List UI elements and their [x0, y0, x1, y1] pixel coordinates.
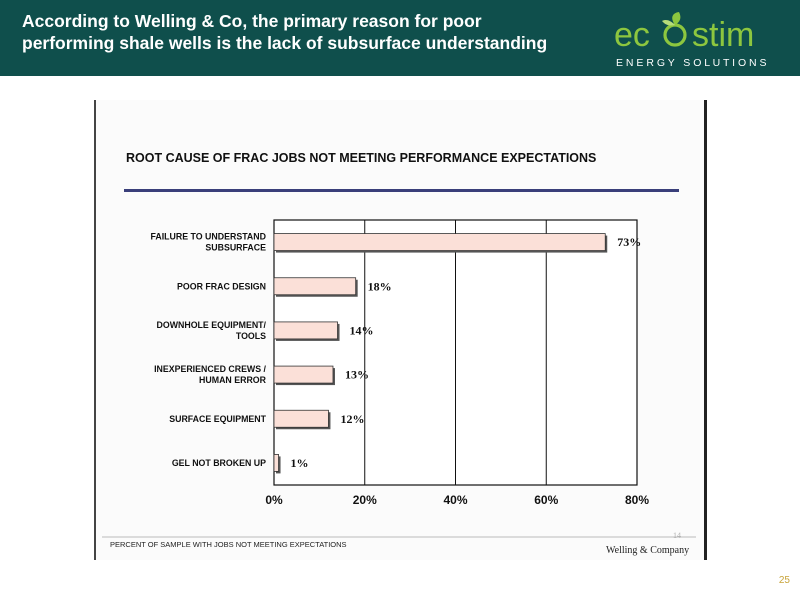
ecostim-logo: ec stim E N E R G Y S O L U T I O N S	[614, 12, 767, 69]
x-tick-label: 20%	[353, 493, 377, 507]
logo-wordmark-left: ec	[614, 16, 650, 54]
slide-number: 25	[778, 575, 790, 586]
data-label: 18%	[368, 279, 392, 293]
bar-chart: ROOT CAUSE OF FRAC JOBS NOT MEETING PERF…	[102, 151, 696, 556]
x-tick-label: 40%	[443, 493, 467, 507]
category-label-line: DOWNHOLE EQUIPMENT/	[157, 320, 267, 330]
x-axis-label: PERCENT OF SAMPLE WITH JOBS NOT MEETING …	[110, 540, 347, 549]
title-underline	[124, 189, 679, 192]
slide-title-line-1: According to Welling & Co, the primary r…	[22, 11, 482, 31]
slide-title-line-2: performing shale wells is the lack of su…	[22, 33, 548, 53]
data-label: 73%	[617, 235, 641, 249]
category-label: SURFACE EQUIPMENT	[169, 414, 266, 424]
bar	[273, 454, 279, 472]
bar	[273, 409, 329, 428]
data-label: 14%	[350, 323, 374, 337]
bar	[273, 277, 357, 296]
bar	[273, 365, 334, 384]
logo-tagline: E N E R G Y S O L U T I O N S	[616, 57, 767, 69]
x-tick-label: 80%	[625, 493, 649, 507]
category-label: INEXPERIENCED CREWS / HUMAN ERROR	[154, 364, 267, 385]
category-label: FAILURE TO UNDERSTAND SUBSURFACE	[150, 232, 266, 253]
chart-frame: ROOT CAUSE OF FRAC JOBS NOT MEETING PERF…	[94, 100, 707, 560]
x-tick-label: 60%	[534, 493, 558, 507]
bar	[273, 233, 606, 251]
category-label-line: GEL NOT BROKEN UP	[172, 458, 266, 468]
slide-header: According to Welling & Co, the primary r…	[0, 0, 800, 76]
chart-title: ROOT CAUSE OF FRAC JOBS NOT MEETING PERF…	[126, 151, 596, 165]
category-label-line: INEXPERIENCED CREWS /	[154, 364, 266, 374]
category-label-line: HUMAN ERROR	[199, 375, 267, 385]
category-label-line: SURFACE EQUIPMENT	[169, 414, 266, 424]
bar	[273, 321, 338, 340]
slide-title: According to Welling & Co, the primary r…	[22, 10, 582, 54]
leaf-sprout-icon	[662, 12, 687, 47]
category-label: DOWNHOLE EQUIPMENT/TOOLS	[157, 320, 267, 341]
data-label: 13%	[345, 368, 369, 382]
data-label: 12%	[340, 412, 364, 426]
category-label-line: SUBSURFACE	[205, 243, 266, 253]
page-reference: 14	[673, 531, 681, 540]
category-label: GEL NOT BROKEN UP	[172, 458, 266, 468]
category-label-line: POOR FRAC DESIGN	[177, 281, 266, 291]
plot-area: 0% 20% 40% 60% 80%73%FAILURE TO UNDERSTAND SU…	[150, 219, 649, 507]
x-tick-label: 0%	[265, 493, 283, 507]
data-label: 1%	[291, 456, 309, 470]
category-label-line: TOOLS	[236, 331, 266, 341]
logo-wordmark-right: stim	[692, 16, 754, 54]
source-label: Welling & Company	[606, 545, 689, 556]
category-label: POOR FRAC DESIGN	[177, 281, 266, 291]
category-label-line: FAILURE TO UNDERSTAND	[150, 232, 266, 242]
